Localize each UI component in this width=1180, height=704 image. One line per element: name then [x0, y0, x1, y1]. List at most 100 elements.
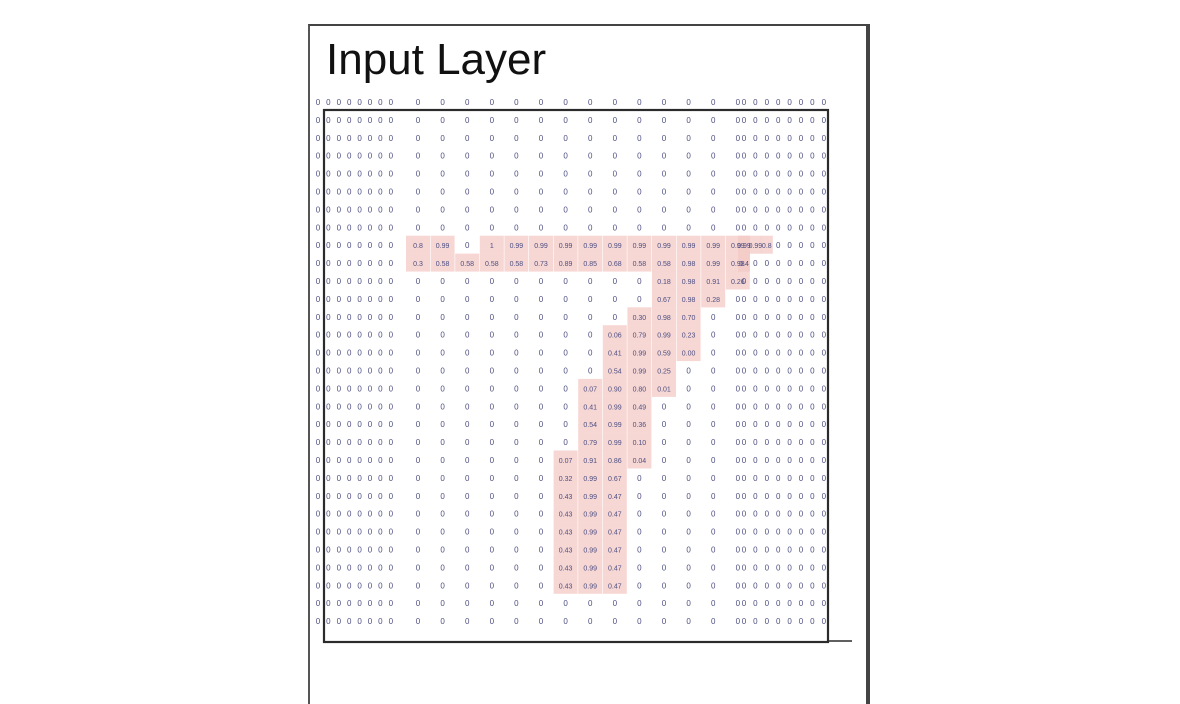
pixel-value: 0: [326, 295, 331, 304]
pixel-value: 0: [810, 510, 815, 519]
highlight-cell: [652, 343, 676, 362]
pixel-value: 0: [776, 546, 781, 555]
pixel-value: 0: [711, 438, 716, 447]
pixel-value: 0: [662, 546, 667, 555]
pixel-value: 0: [490, 277, 495, 286]
highlight-cell: [602, 235, 627, 254]
pixel-value-nonzero: 0.23: [682, 333, 696, 340]
pixel-value: 0: [822, 349, 827, 358]
pixel-value: 0: [776, 367, 781, 376]
pixel-value: 0: [662, 563, 667, 572]
pixel-value: 0: [378, 528, 383, 537]
pixel-value: 0: [787, 259, 792, 268]
pixel-value-nonzero: 0.99: [657, 243, 671, 250]
pixel-value: 0: [416, 313, 421, 322]
pixel-value: 0: [588, 599, 593, 608]
pixel-value: 0: [316, 349, 321, 358]
highlight-cell: [553, 540, 578, 558]
pixel-value: 0: [357, 599, 362, 608]
pixel-value: 0: [810, 492, 815, 501]
pixel-value-nonzero: 0.86: [608, 458, 622, 465]
pixel-value: 0: [368, 331, 373, 340]
pixel-value: 0: [465, 223, 470, 232]
pixel-value: 0: [662, 474, 667, 483]
pixel-value: 0: [357, 116, 362, 125]
pixel-value: 0: [637, 295, 642, 304]
pixel-value: 0: [368, 367, 373, 376]
highlight-cell: [406, 235, 430, 254]
pixel-value: 0: [416, 277, 421, 286]
pixel-value: 0: [799, 223, 804, 232]
pixel-value: 0: [337, 563, 342, 572]
pixel-value: 0: [490, 134, 495, 143]
highlight-cell: [749, 235, 762, 254]
pixel-value: 0: [539, 313, 544, 322]
pixel-value: 0: [378, 402, 383, 411]
pixel-value: 0: [799, 349, 804, 358]
pixel-value: 0: [357, 295, 362, 304]
pixel-value: 0: [347, 384, 352, 393]
pixel-value: 0: [787, 402, 792, 411]
pixel-value: 0: [799, 492, 804, 501]
pixel-value: 0: [736, 402, 741, 411]
pixel-value: 0: [337, 295, 342, 304]
pixel-value: 0: [368, 492, 373, 501]
pixel-value: 0: [389, 617, 394, 626]
pixel-value: 0: [316, 188, 321, 197]
pixel-value: 0: [787, 241, 792, 250]
pixel-value: 0: [316, 438, 321, 447]
pixel-value-nonzero: 0.99: [583, 243, 597, 250]
pixel-value: 0: [776, 474, 781, 483]
highlight-cell: [406, 253, 430, 272]
pixel-value: 0: [368, 617, 373, 626]
pixel-value: 0: [389, 223, 394, 232]
pixel-value: 0: [368, 599, 373, 608]
pixel-value: 0: [490, 313, 495, 322]
pixel-value: 0: [514, 581, 519, 590]
pixel-value: 0: [736, 349, 741, 358]
pixel-value: 0: [539, 116, 544, 125]
highlight-cell: [578, 414, 603, 433]
pixel-value: 0: [514, 188, 519, 197]
pixel-value-nonzero: 0.00: [682, 351, 696, 358]
pixel-value: 0: [810, 134, 815, 143]
pixel-value: 0: [810, 277, 815, 286]
pixel-value: 0: [822, 205, 827, 214]
pixel-value: 0: [787, 349, 792, 358]
highlight-cell: [504, 253, 529, 272]
pixel-value: 0: [711, 188, 716, 197]
pixel-value: 0: [490, 492, 495, 501]
pixel-value: 0: [514, 98, 519, 107]
pixel-value: 0: [316, 528, 321, 537]
pixel-value: 0: [357, 492, 362, 501]
pixel-value: 0: [416, 492, 421, 501]
pixel-value: 0: [389, 492, 394, 501]
highlight-cell: [602, 343, 627, 362]
pixel-value-nonzero: 0.99: [633, 351, 647, 358]
pixel-value: 0: [822, 384, 827, 393]
pixel-value-nonzero: 0.41: [608, 351, 622, 358]
pixel-value: 0: [776, 134, 781, 143]
pixel-value: 0: [490, 474, 495, 483]
pixel-value: 0: [810, 205, 815, 214]
highlight-cell: [627, 414, 652, 433]
pixel-value: 0: [711, 98, 716, 107]
pixel-value: 0: [357, 581, 362, 590]
pixel-value: 0: [389, 313, 394, 322]
pixel-value: 0: [637, 152, 642, 161]
highlight-cell: [652, 307, 676, 326]
pixel-value: 0: [316, 384, 321, 393]
pixel-value: 0: [686, 456, 691, 465]
pixel-value: 0: [588, 349, 593, 358]
pixel-value: 0: [490, 438, 495, 447]
pixel-value: 0: [389, 546, 394, 555]
pixel-value: 0: [810, 367, 815, 376]
pixel-value: 0: [539, 98, 544, 107]
pixel-value: 0: [822, 223, 827, 232]
pixel-value: 0: [753, 420, 758, 429]
pixel-value: 0: [539, 546, 544, 555]
pixel-value: 0: [753, 259, 758, 268]
pixel-value: 0: [416, 563, 421, 572]
pixel-value: 0: [368, 546, 373, 555]
pixel-value: 0: [686, 546, 691, 555]
